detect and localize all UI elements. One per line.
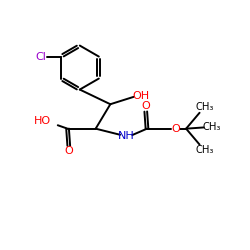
Text: NH: NH: [118, 131, 134, 141]
Text: CH₃: CH₃: [195, 145, 214, 155]
Text: HO: HO: [34, 116, 51, 126]
Text: CH₃: CH₃: [202, 122, 221, 132]
Text: O: O: [172, 124, 180, 134]
Text: O: O: [65, 146, 74, 156]
Text: OH: OH: [133, 91, 150, 101]
Text: O: O: [142, 101, 150, 111]
Text: Cl: Cl: [35, 52, 46, 62]
Text: CH₃: CH₃: [195, 102, 214, 112]
